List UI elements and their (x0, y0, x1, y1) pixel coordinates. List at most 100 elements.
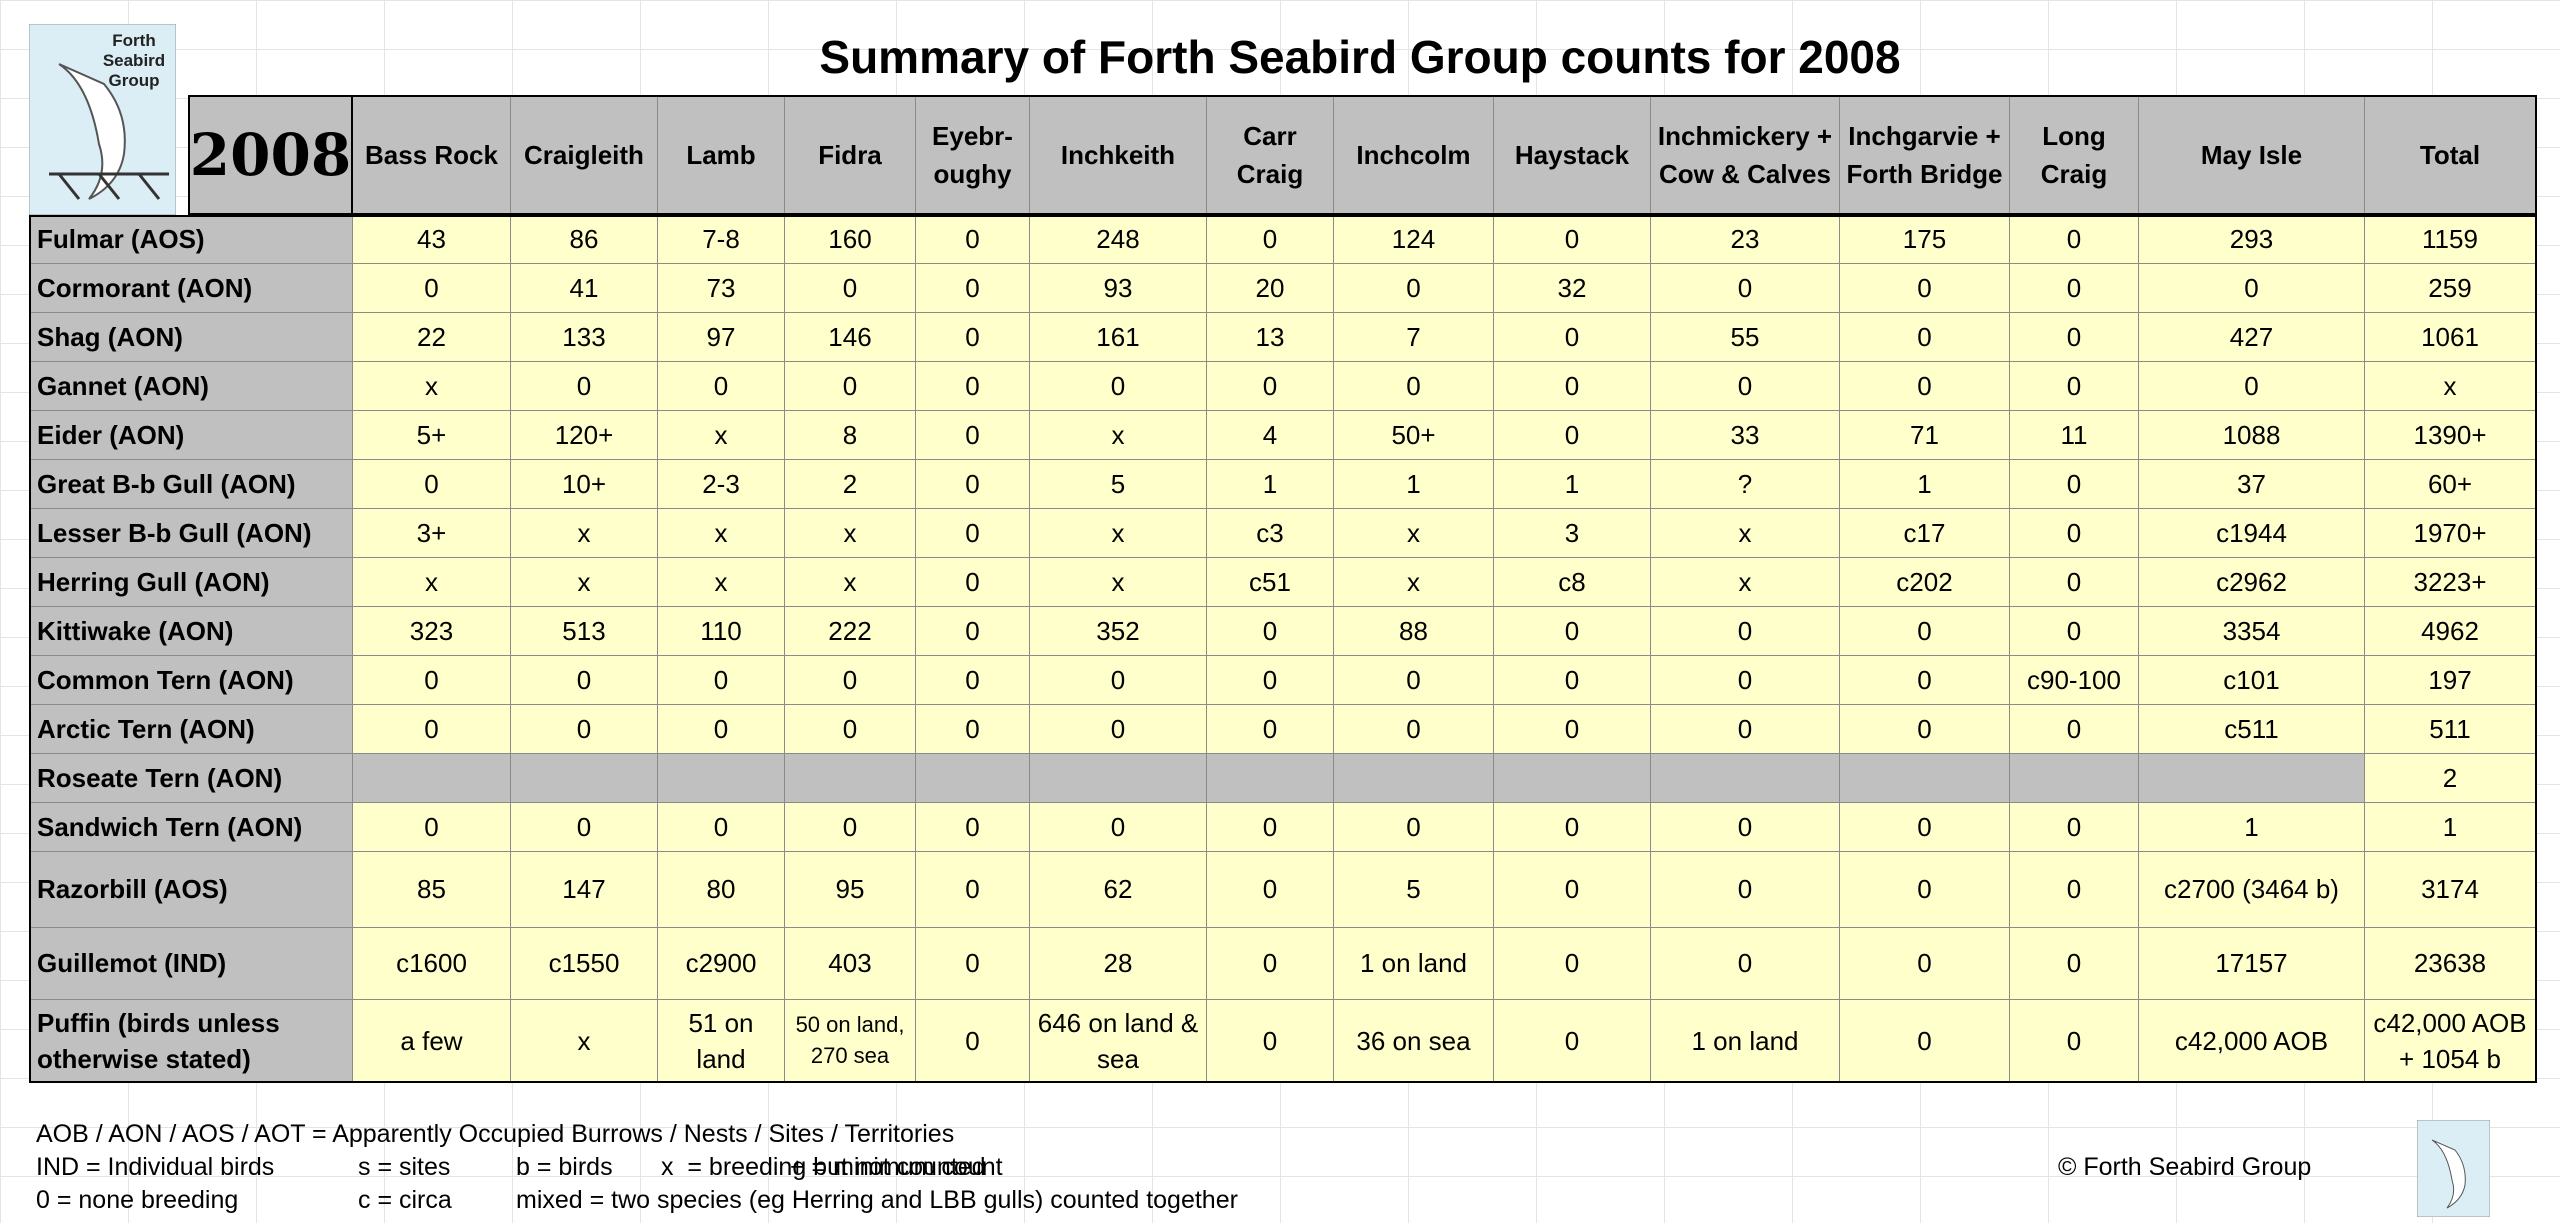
cell: x (353, 558, 511, 607)
cell: 1 (2365, 803, 2536, 852)
cell: 352 (1030, 607, 1207, 656)
cell: 22 (353, 313, 511, 362)
empty-cell (511, 754, 658, 803)
cell: x (1334, 558, 1494, 607)
cell: 427 (2139, 313, 2365, 362)
legend-text: 0 = none breeding (36, 1186, 239, 1214)
cell: c2900 (658, 928, 785, 1000)
cell: 0 (1030, 656, 1207, 705)
cell: 0 (1207, 705, 1334, 754)
cell: x (1334, 509, 1494, 558)
row-label: Razorbill (AOS) (29, 852, 353, 928)
cell: 1 (1840, 460, 2010, 509)
cell: 3+ (353, 509, 511, 558)
cell: c1600 (353, 928, 511, 1000)
cell: 0 (785, 705, 916, 754)
cell: 32 (1494, 264, 1651, 313)
cell: 5 (1334, 852, 1494, 928)
cell: 175 (1840, 215, 2010, 264)
empty-cell (353, 754, 511, 803)
cell: 55 (1651, 313, 1840, 362)
empty-cell (2139, 754, 2365, 803)
cell: 0 (785, 803, 916, 852)
cell: 0 (1651, 705, 1840, 754)
cell: ? (1651, 460, 1840, 509)
cell: 0 (1651, 656, 1840, 705)
cell: 1159 (2365, 215, 2536, 264)
cell: 197 (2365, 656, 2536, 705)
cell: 0 (785, 656, 916, 705)
cell: 80 (658, 852, 785, 928)
cell: c42,000 AOB (2139, 1000, 2365, 1083)
row-label: Fulmar (AOS) (29, 215, 353, 264)
cell: 0 (658, 656, 785, 705)
cell: 10+ (511, 460, 658, 509)
cell: 85 (353, 852, 511, 928)
year: 2008 (188, 95, 353, 215)
cell: 62 (1030, 852, 1207, 928)
cell: 0 (1207, 852, 1334, 928)
cell: x (658, 411, 785, 460)
column-header: Eyebr-oughy (916, 95, 1030, 215)
cell: 0 (785, 264, 916, 313)
logo-line: Group (109, 71, 160, 90)
cell: 0 (1840, 656, 2010, 705)
cell: 0 (353, 705, 511, 754)
cell: x (1030, 509, 1207, 558)
column-header: Inchcolm (1334, 95, 1494, 215)
row-label: Arctic Tern (AON) (29, 705, 353, 754)
column-header: Long Craig (2010, 95, 2139, 215)
cell: 0 (916, 558, 1030, 607)
cell: 86 (511, 215, 658, 264)
column-header: Craigleith (511, 95, 658, 215)
cell: 0 (916, 928, 1030, 1000)
cell: 161 (1030, 313, 1207, 362)
empty-cell (1840, 754, 2010, 803)
cell: 0 (2010, 215, 2139, 264)
row-label: Cormorant (AON) (29, 264, 353, 313)
cell: 0 (1651, 928, 1840, 1000)
cell: 0 (1494, 411, 1651, 460)
logo: Forth Seabird Group (29, 24, 176, 215)
cell: 8 (785, 411, 916, 460)
cell: 0 (2010, 558, 2139, 607)
cell: 51 on land (658, 1000, 785, 1083)
cell: 0 (511, 656, 658, 705)
cell: 3174 (2365, 852, 2536, 928)
cell: 0 (511, 362, 658, 411)
row-label: Roseate Tern (AON) (29, 754, 353, 803)
cell: 513 (511, 607, 658, 656)
row-label: Guillemot (IND) (29, 928, 353, 1000)
cell: 95 (785, 852, 916, 928)
cell: 5+ (353, 411, 511, 460)
row-label: Lesser B-b Gull (AON) (29, 509, 353, 558)
cell: x (511, 558, 658, 607)
cell: 0 (2010, 264, 2139, 313)
cell: 20 (1207, 264, 1334, 313)
cell: 1088 (2139, 411, 2365, 460)
cell: 0 (916, 509, 1030, 558)
empty-cell (785, 754, 916, 803)
cell: 7-8 (658, 215, 785, 264)
cell: 0 (1840, 313, 2010, 362)
cell: c90-100 (2010, 656, 2139, 705)
cell: c1550 (511, 928, 658, 1000)
cell: c2700 (3464 b) (2139, 852, 2365, 928)
cell: 403 (785, 928, 916, 1000)
cell: 0 (2010, 852, 2139, 928)
cell: 0 (1840, 264, 2010, 313)
cell: 0 (353, 803, 511, 852)
cell: 0 (658, 705, 785, 754)
cell: 73 (658, 264, 785, 313)
cell: 0 (658, 803, 785, 852)
cell: 0 (2010, 313, 2139, 362)
cell: 0 (1207, 362, 1334, 411)
cell: 0 (1840, 803, 2010, 852)
cell: 50+ (1334, 411, 1494, 460)
column-header: Fidra (785, 95, 916, 215)
empty-cell (2010, 754, 2139, 803)
empty-cell (1334, 754, 1494, 803)
cell: 110 (658, 607, 785, 656)
cell: 1970+ (2365, 509, 2536, 558)
cell: 1 (1494, 460, 1651, 509)
